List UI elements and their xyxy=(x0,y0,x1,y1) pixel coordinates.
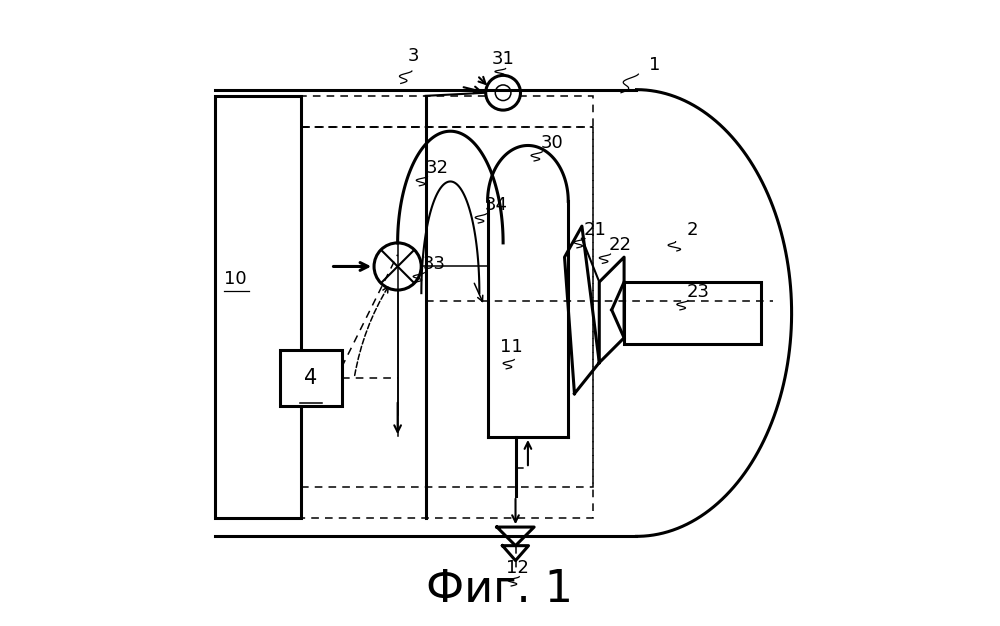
Text: 32: 32 xyxy=(426,158,449,177)
Text: 30: 30 xyxy=(540,134,563,151)
Text: 10: 10 xyxy=(224,270,247,288)
Text: 1: 1 xyxy=(649,56,660,74)
Text: Фиг. 1: Фиг. 1 xyxy=(426,568,574,611)
Text: 31: 31 xyxy=(492,50,515,68)
Text: 12: 12 xyxy=(506,558,529,577)
Text: 11: 11 xyxy=(500,339,523,356)
Text: 34: 34 xyxy=(484,196,507,213)
Text: 22: 22 xyxy=(609,236,632,254)
Bar xyxy=(280,350,342,406)
Circle shape xyxy=(486,75,520,110)
Text: 23: 23 xyxy=(686,282,709,300)
Text: 4: 4 xyxy=(304,368,317,388)
Text: 33: 33 xyxy=(422,255,445,273)
Bar xyxy=(624,282,761,344)
Text: 3: 3 xyxy=(407,47,419,65)
Circle shape xyxy=(374,243,421,290)
Text: 21: 21 xyxy=(584,220,607,239)
Text: 2: 2 xyxy=(686,220,698,239)
